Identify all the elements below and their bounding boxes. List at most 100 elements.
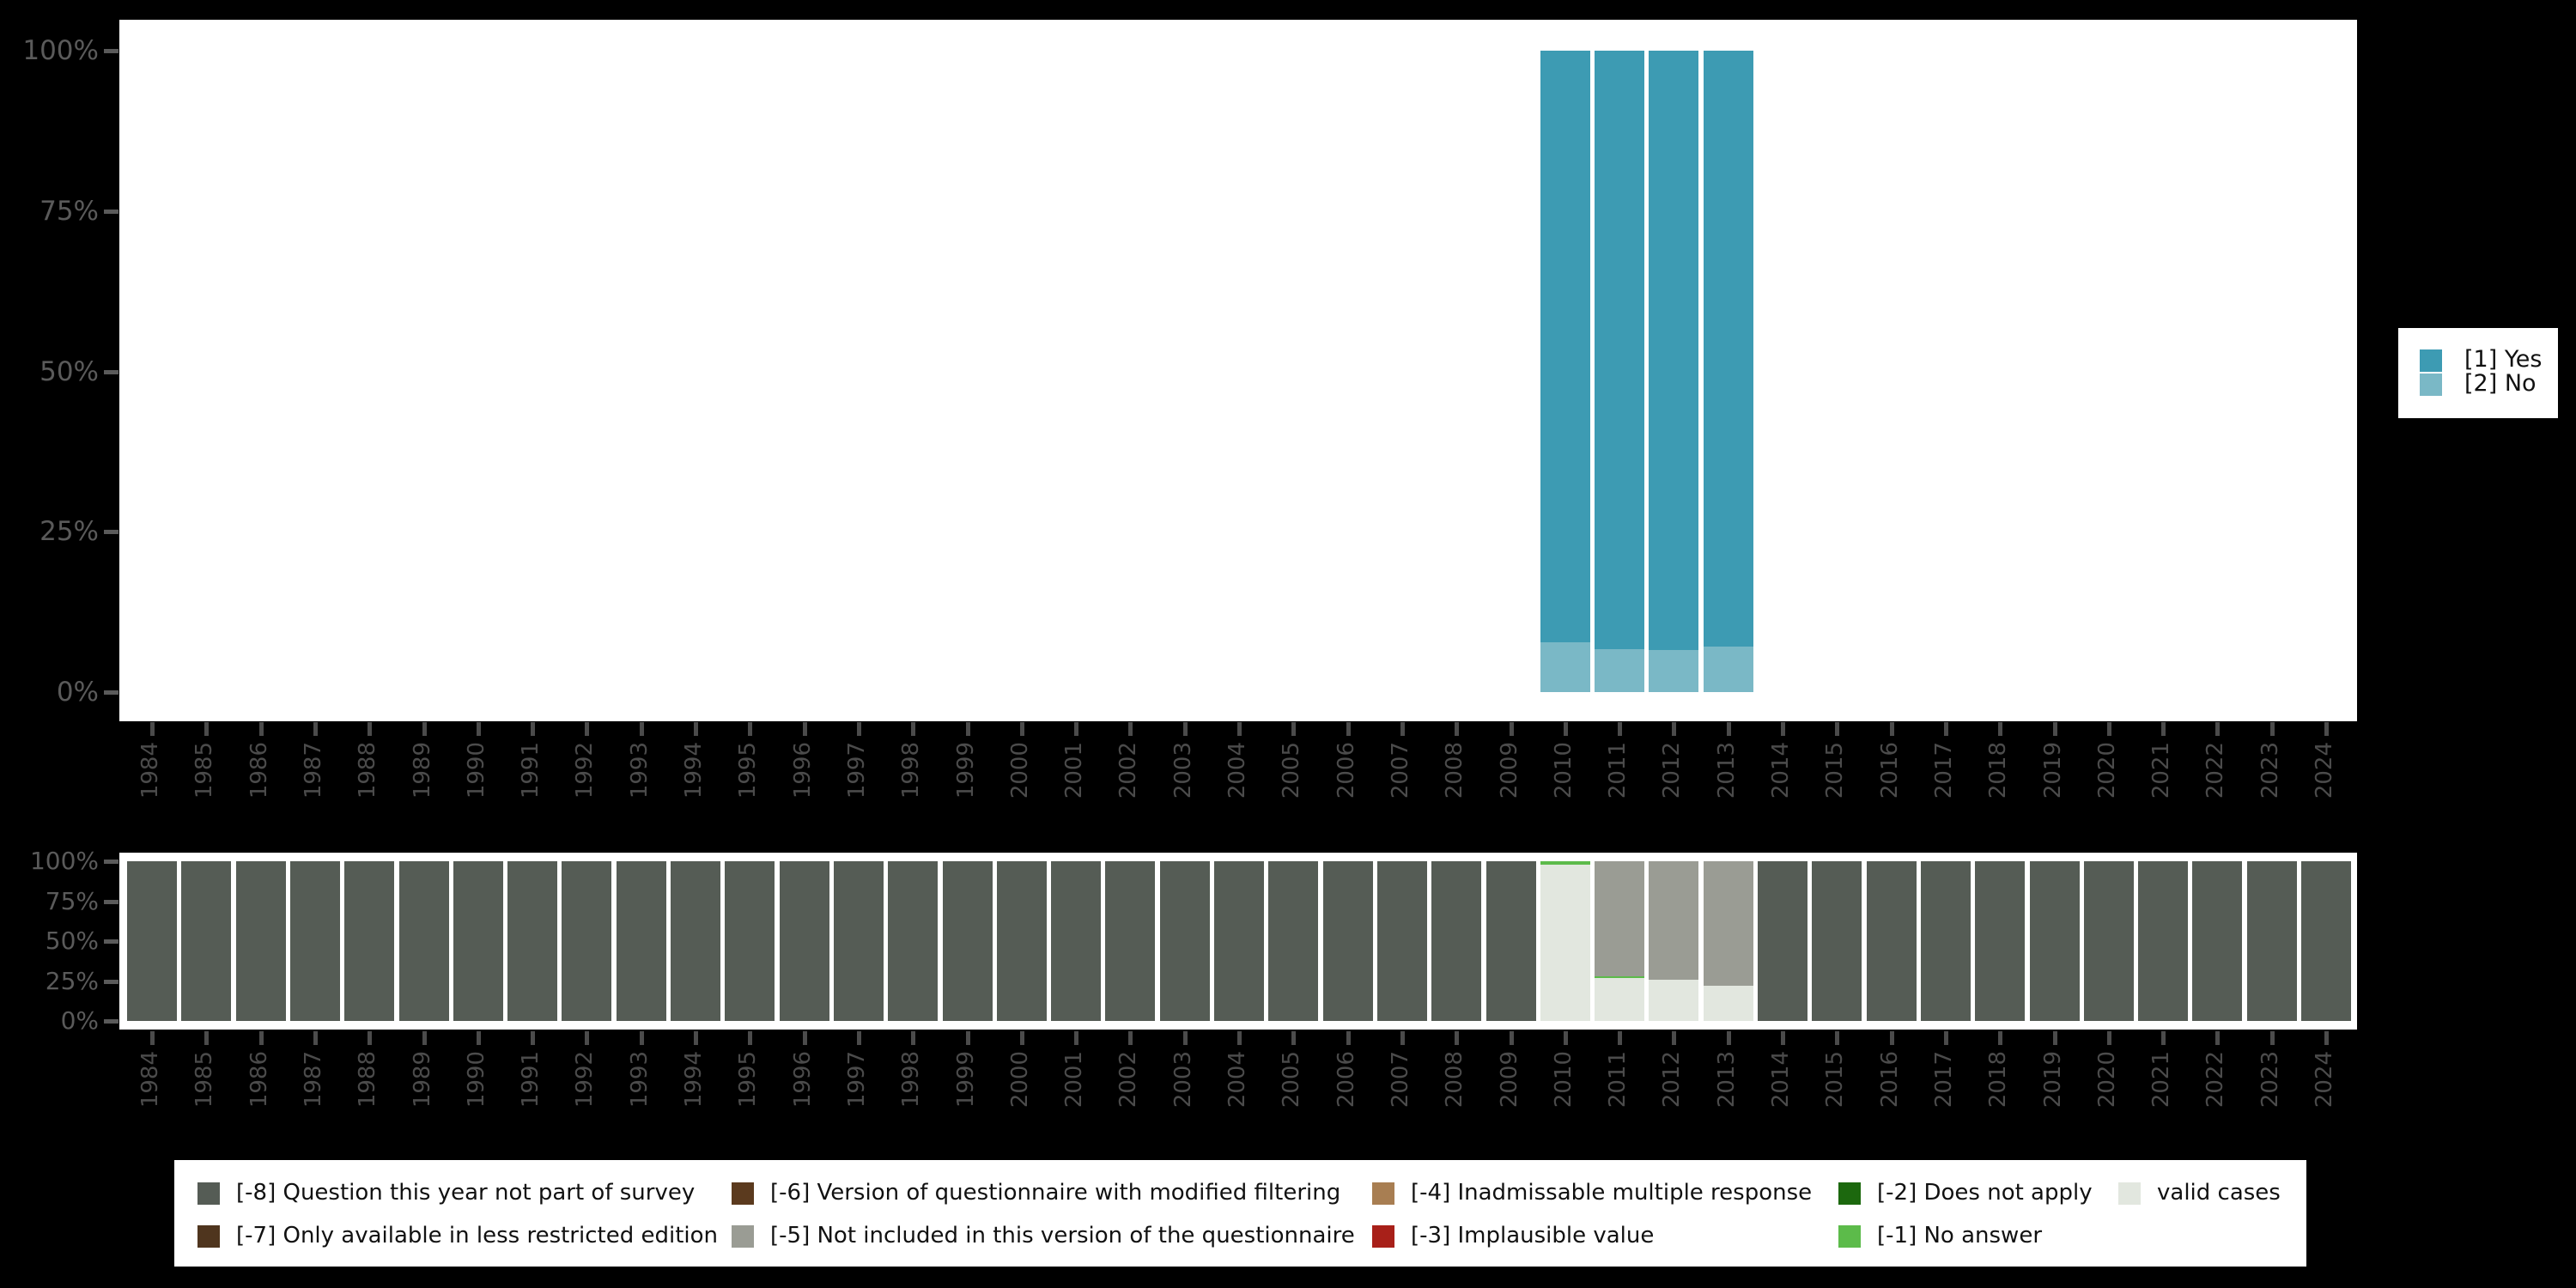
x-axis-tick [1563, 722, 1568, 736]
x-axis-year-label: 2002 [1115, 1051, 1142, 1109]
x-axis-year-label: 2014 [1768, 1051, 1794, 1109]
legend-label: [-7] Only available in less restricted e… [236, 1223, 719, 1249]
x-axis-tick [476, 722, 481, 736]
missing-bar-segment-2003[interactable] [1159, 861, 1210, 1021]
x-axis-tick [1835, 722, 1840, 736]
bar-segment-2013--1-yes[interactable] [1703, 51, 1753, 647]
missing-bar-segment-1999[interactable] [942, 861, 993, 1021]
missing-bar-segment-1993[interactable] [616, 861, 666, 1021]
missing-bar-segment-2004[interactable] [1214, 861, 1264, 1021]
bar-segment-2012--2-no[interactable] [1649, 650, 1699, 692]
missing-bar-segment-2014[interactable] [1758, 861, 1807, 1021]
missing-bar-segment-1989[interactable] [398, 861, 449, 1021]
missing-bar-segment-1988[interactable] [344, 861, 395, 1021]
missing-bar-segment-2009[interactable] [1485, 861, 1536, 1021]
missing-bar-segment-1984[interactable] [127, 861, 177, 1021]
x-axis-tick [2106, 1031, 2111, 1045]
x-axis-tick [1509, 722, 1514, 736]
x-axis-year-label: 2012 [1659, 742, 1686, 799]
missing-bar-segment-1995[interactable] [725, 861, 775, 1021]
missing-bar-segment-2011[interactable] [1595, 975, 1645, 978]
x-axis-year-label: 2012 [1659, 1051, 1686, 1109]
legend-swatch-icon [1838, 1225, 1861, 1248]
x-axis-year-label: 2017 [1930, 742, 1957, 799]
missing-bar-segment-2005[interactable] [1268, 861, 1319, 1021]
x-axis-tick [1618, 1031, 1623, 1045]
missing-bar-segment-2000[interactable] [996, 861, 1047, 1021]
x-axis-tick [204, 722, 210, 736]
x-axis-tick [1291, 1031, 1297, 1045]
missing-bar-segment-1996[interactable] [779, 861, 829, 1021]
x-axis-tick [2215, 722, 2221, 736]
missing-bar-segment-1994[interactable] [671, 861, 720, 1021]
bar-segment-2013--2-no[interactable] [1703, 647, 1753, 692]
missing-bar-segment-2016[interactable] [1866, 861, 1917, 1021]
missing-bar-segment-2013[interactable] [1703, 986, 1753, 1021]
x-axis-year-label: 2000 [1006, 1051, 1033, 1109]
bar-segment-2011--1-yes[interactable] [1595, 51, 1645, 649]
bar-segment-2010--1-yes[interactable] [1540, 51, 1590, 642]
missing-bar-segment-2012[interactable] [1649, 979, 1699, 1021]
missing-bar-segment-1991[interactable] [507, 861, 558, 1021]
missing-bar-segment-2010[interactable] [1540, 861, 1590, 865]
y-axis-label: 0% [60, 1006, 99, 1035]
x-axis-tick [856, 1031, 861, 1045]
missing-bar-segment-1997[interactable] [833, 861, 884, 1021]
x-axis-year-label: 1984 [137, 1051, 163, 1109]
missing-bar-segment-2006[interactable] [1322, 861, 1373, 1021]
bar-segment-2011--2-no[interactable] [1595, 649, 1645, 692]
bar-segment-2012--1-yes[interactable] [1649, 51, 1699, 651]
x-axis-year-label: 1993 [626, 1051, 653, 1109]
missing-bar-segment-2015[interactable] [1812, 861, 1862, 1021]
x-axis-tick [1563, 1031, 1568, 1045]
x-axis-tick [1889, 722, 1894, 736]
x-axis-year-label: 1990 [463, 1051, 489, 1109]
missing-values-legend: [-8] Question this year not part of surv… [174, 1160, 2306, 1267]
legend-swatch-icon [1372, 1225, 1394, 1248]
missing-bar-segment-2008[interactable] [1431, 861, 1482, 1021]
missing-bar-segment-2017[interactable] [1920, 861, 1971, 1021]
x-axis-year-label: 2023 [2257, 742, 2283, 799]
missing-bar-segment-2020[interactable] [2083, 861, 2134, 1021]
missing-bar-segment-2001[interactable] [1051, 861, 1102, 1021]
x-axis-year-label: 1992 [572, 1051, 598, 1109]
missing-bar-segment-2011[interactable] [1595, 977, 1645, 1021]
legend-label: [2] No [2464, 370, 2537, 397]
missing-bar-segment-1992[interactable] [562, 861, 612, 1021]
missing-bar-segment-2013[interactable] [1703, 861, 1753, 987]
x-axis-tick [2324, 722, 2329, 736]
missing-bar-segment-2018[interactable] [1975, 861, 2026, 1021]
missing-bar-segment-1985[interactable] [181, 861, 232, 1021]
x-axis-tick [1889, 1031, 1894, 1045]
x-axis-year-label: 2020 [2093, 742, 2120, 799]
x-axis-tick [1672, 1031, 1677, 1045]
missing-bar-segment-2019[interactable] [2029, 861, 2080, 1021]
bar-segment-2010--2-no[interactable] [1540, 641, 1590, 692]
x-axis-tick [2161, 1031, 2166, 1045]
missing-bar-segment-1990[interactable] [453, 861, 503, 1021]
x-axis-year-label: 1991 [518, 1051, 544, 1109]
x-axis-year-label: 2007 [1387, 742, 1413, 799]
x-axis-tick [694, 722, 698, 736]
missing-bar-segment-1987[interactable] [289, 861, 340, 1021]
missing-bar-segment-2024[interactable] [2301, 861, 2351, 1021]
missing-bar-segment-1986[interactable] [235, 861, 286, 1021]
missing-bar-segment-2011[interactable] [1595, 861, 1645, 976]
missing-bar-segment-2022[interactable] [2192, 861, 2243, 1021]
missing-bar-segment-2010[interactable] [1540, 864, 1590, 1021]
y-axis-label: 50% [45, 927, 99, 955]
y-axis-tick [104, 1019, 118, 1024]
x-axis-year-label: 1995 [735, 742, 762, 799]
x-axis-tick [2106, 722, 2111, 736]
y-axis-tick [104, 369, 118, 374]
x-axis-tick [748, 722, 753, 736]
missing-bar-segment-1998[interactable] [888, 861, 939, 1021]
missing-bar-segment-2021[interactable] [2138, 861, 2189, 1021]
legend-label: [-2] Does not apply [1877, 1180, 2093, 1206]
missing-bar-segment-2012[interactable] [1649, 861, 1699, 980]
x-axis-year-label: 1999 [952, 742, 979, 799]
missing-bar-segment-2002[interactable] [1105, 861, 1156, 1021]
missing-bar-segment-2023[interactable] [2246, 861, 2297, 1021]
x-axis-year-label: 2019 [2039, 742, 2066, 799]
missing-bar-segment-2007[interactable] [1376, 861, 1427, 1021]
